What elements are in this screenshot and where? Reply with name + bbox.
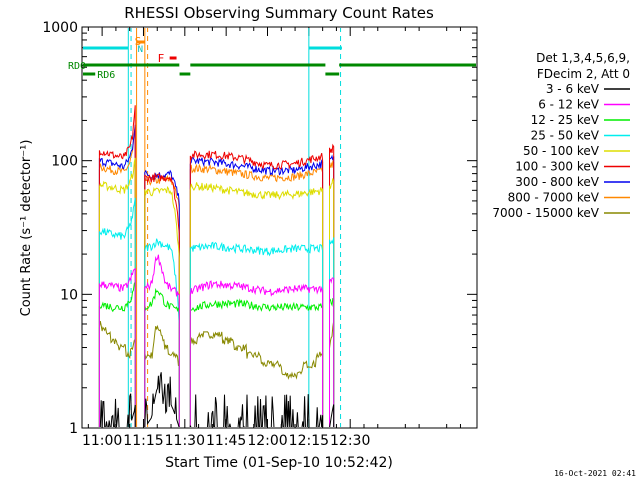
legend-item-label: 3 - 6 keV xyxy=(546,82,600,96)
legend-item-label: 6 - 12 keV xyxy=(538,98,600,112)
legend-item-label: 7000 - 15000 keV xyxy=(492,206,599,220)
y-tick-label: 1 xyxy=(69,421,78,437)
series-line-8 xyxy=(98,320,335,427)
series-line-1 xyxy=(98,254,335,427)
x-tick-label: 12:00 xyxy=(247,433,287,449)
series-line-4 xyxy=(98,157,335,427)
legend-item-label: 12 - 25 keV xyxy=(531,113,600,127)
plot-area: 11:00 11:15 11:30 11:45 12:00 12:15 12:30 1 10 10… xyxy=(42,20,478,449)
rd6-label: RD6 xyxy=(97,70,115,81)
plot-content xyxy=(83,28,476,427)
chart-title: RHESSI Observing Summary Count Rates xyxy=(124,4,434,22)
y-axis-label: Count Rate (s⁻¹ detector⁻¹) xyxy=(19,140,34,317)
x-axis-label: Start Time (01-Sep-10 10:52:42) xyxy=(165,455,393,471)
date-stamp: 16-Oct-2021 02:41 xyxy=(554,469,636,478)
x-tick-label: 12:15 xyxy=(289,433,329,449)
legend-header-2: FDecim 2, Att 0 xyxy=(537,67,630,81)
series-line-0 xyxy=(99,372,335,427)
saa-label: S xyxy=(135,35,142,48)
night-label: N xyxy=(138,45,143,55)
legend-header-1: Det 1,3,4,5,6,9, xyxy=(536,51,630,65)
flare-label: F xyxy=(158,52,165,65)
series-line-3 xyxy=(98,197,335,427)
legend: Det 1,3,4,5,6,9, FDecim 2, Att 03 - 6 keV… xyxy=(492,51,630,220)
plot-border xyxy=(81,26,478,429)
legend-item-label: 800 - 7000 keV xyxy=(508,191,600,205)
series-line-2 xyxy=(98,281,335,427)
x-tick-label: 11:15 xyxy=(123,433,163,449)
y-tick-label: 1000 xyxy=(42,20,78,36)
series-line-5 xyxy=(98,105,335,427)
series-line-7 xyxy=(98,127,335,427)
legend-item-label: 100 - 300 keV xyxy=(515,160,599,174)
y-tick-label: 10 xyxy=(60,287,78,303)
x-tick-label: 11:45 xyxy=(206,433,246,449)
legend-item-label: 25 - 50 keV xyxy=(531,129,600,143)
x-tick-label: 11:00 xyxy=(82,433,122,449)
y-tick-label: 100 xyxy=(51,154,78,170)
x-tick-label: 11:30 xyxy=(165,433,205,449)
legend-item-label: 50 - 100 keV xyxy=(523,144,600,158)
x-tick-label: 12:30 xyxy=(330,433,370,449)
legend-item-label: 300 - 800 keV xyxy=(515,175,599,189)
rd0-label: RD0 xyxy=(68,61,86,72)
series-line-6 xyxy=(98,124,335,427)
